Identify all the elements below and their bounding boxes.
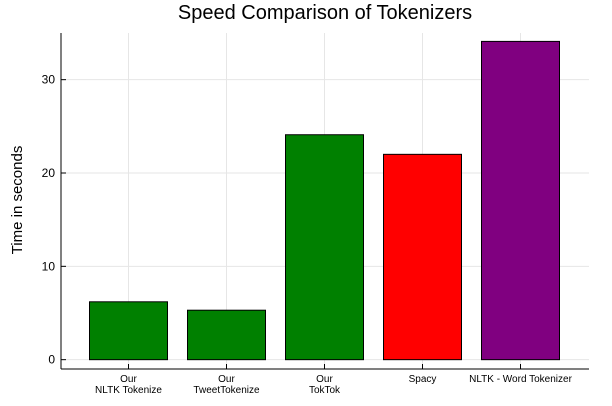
x-tick-label-0: Our NLTK Tokenize — [95, 374, 162, 396]
y-ticks: 0 10 20 30 — [42, 73, 66, 367]
x-ticks: Our NLTK Tokenize Our TweetTokenize Our TokTo… — [95, 364, 573, 396]
x-tick-label-3: Spacy — [409, 374, 437, 385]
y-tick-label-3: 30 — [42, 73, 56, 87]
x-tick-label-4: NLTK - Word Tokenizer — [469, 374, 572, 385]
x-tick-label-2: Our TokTok — [309, 374, 341, 396]
bar-1 — [187, 309, 266, 361]
chart-title: Speed Comparison of Tokenizers — [178, 2, 472, 24]
bar-4 — [481, 40, 560, 361]
y-tick-label-1: 10 — [42, 259, 56, 273]
y-axis-label: Time in seconds — [9, 146, 26, 255]
bar-2 — [285, 134, 364, 361]
bars — [89, 40, 560, 361]
x-tick-label-1: Our TweetTokenize — [193, 374, 260, 396]
bar-0 — [89, 301, 168, 361]
y-tick-label-2: 20 — [42, 166, 56, 180]
y-tick-label-0: 0 — [48, 353, 55, 367]
bar-3 — [383, 153, 462, 361]
